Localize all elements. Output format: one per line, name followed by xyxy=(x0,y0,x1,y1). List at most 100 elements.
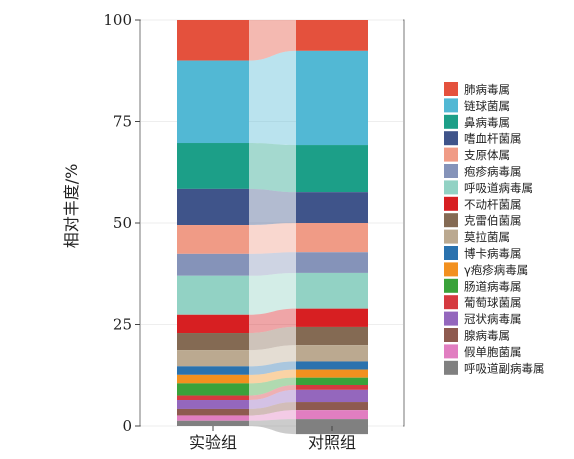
flow-band xyxy=(249,419,296,435)
legend-label: 呼吸道副病毒属 xyxy=(464,361,545,375)
legend: 肺病毒属链球菌属鼻病毒属嗜血杆菌属支原体属疱疹病毒属呼吸道病毒属不动杆菌属克雷伯… xyxy=(444,82,545,375)
legend-label: 鼻病毒属 xyxy=(464,115,510,129)
bar-segment xyxy=(177,350,249,367)
legend-swatch xyxy=(444,278,458,293)
bar-segment xyxy=(296,252,368,273)
bar-segment xyxy=(296,345,368,362)
flow-band xyxy=(249,410,296,421)
legend-swatch xyxy=(444,196,458,211)
bar-segment xyxy=(296,145,368,193)
legend-label: 博卡病毒属 xyxy=(464,247,522,261)
legend-swatch xyxy=(444,147,458,162)
bar-segment xyxy=(296,389,368,403)
legend-swatch xyxy=(444,82,458,96)
bar-segment xyxy=(177,253,249,276)
legend-label: 冠状病毒属 xyxy=(464,312,522,326)
legend-swatch xyxy=(444,360,458,375)
bar-segment xyxy=(177,415,249,421)
bar-segment xyxy=(296,50,368,146)
legend-label: 葡萄球菌属 xyxy=(464,296,522,310)
bar-segment xyxy=(177,188,249,226)
legend-label: 克雷伯菌属 xyxy=(464,214,522,228)
legend-label: 腺病毒属 xyxy=(464,329,510,343)
bar-segment xyxy=(296,272,368,309)
bar-segment xyxy=(296,384,368,390)
legend-label: 假单胞菌属 xyxy=(464,345,522,359)
flow-band xyxy=(249,20,296,61)
legend-swatch xyxy=(444,98,458,113)
flow-band xyxy=(249,369,296,384)
y-tick-label: 25 xyxy=(113,316,132,334)
bar-segment xyxy=(177,60,249,144)
legend-swatch xyxy=(444,246,458,260)
legend-label: 链球菌属 xyxy=(464,99,510,113)
bar-segment xyxy=(177,143,249,189)
legend-label: 肠道病毒属 xyxy=(464,279,522,293)
legend-label: 疱疹病毒属 xyxy=(464,165,522,179)
y-axis-title: 相对丰度/% xyxy=(62,164,81,249)
y-tick-label: 100 xyxy=(103,11,132,29)
bar-segment xyxy=(296,20,368,51)
legend-label: 呼吸道病毒属 xyxy=(464,181,533,195)
bar-segment xyxy=(177,395,249,401)
bar-segment xyxy=(296,361,368,370)
legend-swatch xyxy=(444,131,458,146)
flow-band xyxy=(249,377,296,396)
bar-segment xyxy=(296,326,368,346)
x-category-label: 对照组 xyxy=(308,433,356,452)
legend-label: 支原体属 xyxy=(464,148,510,162)
flow-band xyxy=(249,345,296,367)
legend-label: 莫拉菌属 xyxy=(464,230,510,244)
flow-band xyxy=(249,402,296,416)
bar-segment xyxy=(177,408,249,416)
x-axis-categories: 实验组 对照组 xyxy=(189,426,356,452)
stacked-bars xyxy=(177,20,368,435)
y-tick-label: 75 xyxy=(113,113,132,131)
flow-band xyxy=(249,389,296,409)
bar-segment xyxy=(296,369,368,378)
legend-swatch xyxy=(444,164,458,178)
bar-segment xyxy=(296,308,368,327)
flow-band xyxy=(249,143,296,193)
bar-segment xyxy=(177,374,249,384)
legend-swatch xyxy=(444,114,458,129)
legend-swatch xyxy=(444,213,458,228)
bar-segment xyxy=(177,275,249,315)
bar-segment xyxy=(177,20,249,61)
bar-segment xyxy=(177,366,249,375)
bar-segment xyxy=(177,314,249,334)
flow-band xyxy=(249,384,296,401)
flow-band xyxy=(249,188,296,226)
x-category-label: 实验组 xyxy=(189,433,237,452)
legend-swatch xyxy=(444,180,458,195)
flow-band xyxy=(249,308,296,334)
bar-segment xyxy=(296,223,368,253)
legend-label: 嗜血杆菌属 xyxy=(464,132,522,146)
bar-segment xyxy=(177,420,249,426)
legend-swatch xyxy=(444,344,458,359)
legend-label: γ疱疹病毒属 xyxy=(464,263,528,277)
flow-band xyxy=(249,252,296,276)
bar-segment xyxy=(296,192,368,223)
flow-band xyxy=(249,272,296,315)
legend-swatch xyxy=(444,328,458,342)
bar-segment xyxy=(177,383,249,396)
flow-band xyxy=(249,326,296,351)
legend-swatch xyxy=(444,229,458,244)
bar-segment xyxy=(177,333,249,351)
bar-segment xyxy=(296,410,368,420)
flow-band xyxy=(249,50,296,146)
legend-label: 不动杆菌属 xyxy=(464,197,522,211)
bar-segment xyxy=(296,377,368,385)
flow-bands xyxy=(249,20,296,435)
bar-segment xyxy=(177,225,249,254)
flow-band xyxy=(249,223,296,254)
legend-swatch xyxy=(444,295,458,310)
legend-label: 肺病毒属 xyxy=(464,83,510,97)
bar-segment xyxy=(296,402,368,411)
bar-segment xyxy=(177,400,249,409)
y-tick-label: 50 xyxy=(113,214,132,232)
legend-swatch xyxy=(444,311,458,326)
y-tick-label: 0 xyxy=(122,417,132,435)
